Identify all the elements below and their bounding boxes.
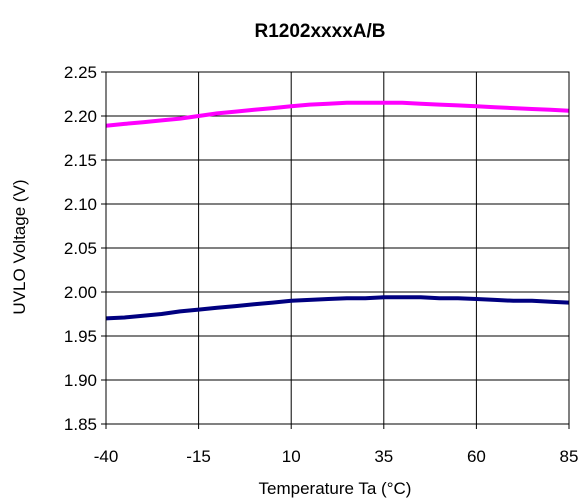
y-tick-label: 2.00 — [64, 283, 97, 302]
y-tick-label: 1.90 — [64, 371, 97, 390]
x-tick-label: 60 — [467, 447, 486, 466]
y-tick-label: 1.95 — [64, 327, 97, 346]
series-line-2 — [105, 295, 570, 321]
y-axis-label: UVLO Voltage (V) — [10, 179, 29, 314]
grid-lines — [106, 72, 569, 424]
y-tick-label: 2.25 — [64, 63, 97, 82]
chart-title: R1202xxxxA/B — [255, 21, 386, 42]
y-axis-ticks: 1.85 1.90 1.95 2.00 2.05 2.10 2.15 2.20 2.25 — [64, 63, 106, 434]
x-axis-label: Temperature Ta (°C) — [259, 479, 412, 498]
x-tick-label: -40 — [94, 447, 119, 466]
x-axis-ticks: -40 -15 10 35 60 85 — [94, 424, 579, 466]
x-tick-label: 35 — [374, 447, 393, 466]
series-line-1 — [105, 100, 570, 128]
y-tick-label: 2.10 — [64, 195, 97, 214]
y-tick-label: 2.20 — [64, 107, 97, 126]
y-tick-label: 1.85 — [64, 415, 97, 434]
x-tick-label: 10 — [282, 447, 301, 466]
x-tick-label: -15 — [186, 447, 211, 466]
y-tick-label: 2.05 — [64, 239, 97, 258]
x-tick-label: 85 — [560, 447, 579, 466]
series-layer — [105, 100, 570, 321]
y-tick-label: 2.15 — [64, 151, 97, 170]
